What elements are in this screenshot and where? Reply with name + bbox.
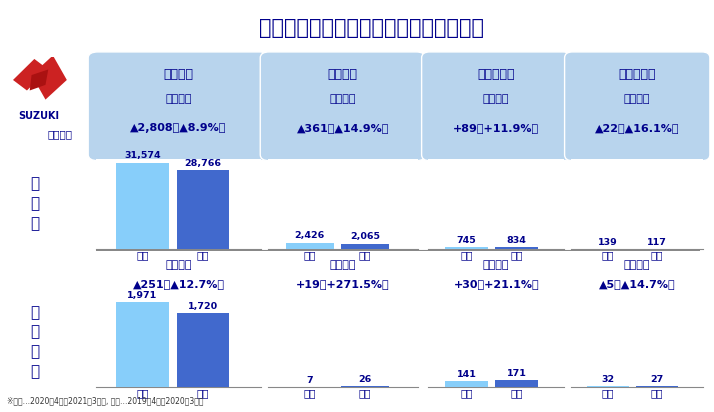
Text: 2,065: 2,065 [350,232,381,241]
Bar [495,247,538,249]
Text: 28,766: 28,766 [185,159,221,168]
Text: 《四輪》: 《四輪》 [164,68,193,81]
Text: 2,426: 2,426 [295,231,325,240]
FancyBboxPatch shape [565,52,710,161]
Text: 前期比較: 前期比較 [329,94,356,104]
Text: ▲2,808（▲8.9%）: ▲2,808（▲8.9%） [131,123,226,133]
Text: 前期比較: 前期比較 [624,94,650,104]
Text: 27: 27 [650,375,664,384]
Polygon shape [13,59,49,91]
Text: 前期比較: 前期比較 [483,94,510,104]
Text: SUZUKI: SUZUKI [19,111,59,122]
Text: 31,574: 31,574 [124,151,161,160]
Text: +89（+11.9%）: +89（+11.9%） [453,123,539,133]
Bar [177,313,229,387]
Text: 《二輪》: 《二輪》 [328,68,358,81]
Text: 1,971: 1,971 [127,291,158,300]
Text: 26: 26 [358,375,372,384]
Text: 連結：事業別業績（売上高・営業利益）: 連結：事業別業績（売上高・営業利益） [258,19,484,38]
Polygon shape [30,70,49,91]
Bar [445,381,488,387]
Text: 前期比較: 前期比較 [624,260,650,270]
Text: 139: 139 [598,238,618,247]
Text: P10: P10 [659,19,694,37]
Text: ▲5（▲14.7%）: ▲5（▲14.7%） [599,279,675,289]
FancyBboxPatch shape [89,52,269,161]
Text: 売
上
高: 売 上 高 [31,177,40,231]
FancyBboxPatch shape [421,52,571,161]
Text: ▲251（▲12.7%）: ▲251（▲12.7%） [133,279,224,289]
Text: +19（+271.5%）: +19（+271.5%） [296,279,390,289]
Text: 前期比較: 前期比較 [329,260,356,270]
Polygon shape [31,56,67,100]
Bar [587,386,629,387]
Bar [636,386,678,387]
Bar [116,302,169,387]
Text: 《マリン》: 《マリン》 [478,68,515,81]
Text: ▲361（▲14.9%）: ▲361（▲14.9%） [296,123,389,133]
FancyBboxPatch shape [260,52,426,161]
Bar [445,247,488,249]
Text: 745: 745 [456,236,476,245]
Text: 営
業
利
益: 営 業 利 益 [31,305,40,379]
Bar [495,380,538,387]
Bar [116,163,169,249]
Bar [341,386,389,387]
Text: 1,720: 1,720 [188,302,218,311]
Text: ▲22（▲16.1%）: ▲22（▲16.1%） [595,123,680,133]
Text: 171: 171 [507,369,526,378]
Bar [177,170,229,249]
Bar [286,243,333,249]
Text: ※当期…2020年4月～2021年3月期, 前期…2019年4月～2020年3月期: ※当期…2020年4月～2021年3月期, 前期…2019年4月～2020年3月… [7,396,203,405]
Text: 7: 7 [306,376,313,385]
Text: 117: 117 [647,238,667,247]
Text: 《その他》: 《その他》 [618,68,656,81]
Text: 834: 834 [507,236,526,245]
Text: （億円）: （億円） [47,129,72,139]
Text: 前期比較: 前期比較 [165,94,192,104]
Text: 前期比較: 前期比較 [165,260,192,270]
Bar [341,243,389,249]
Text: 前期比較: 前期比較 [483,260,510,270]
Text: 32: 32 [602,375,615,384]
Text: 141: 141 [456,370,476,379]
Text: +30（+21.1%）: +30（+21.1%） [453,279,539,289]
